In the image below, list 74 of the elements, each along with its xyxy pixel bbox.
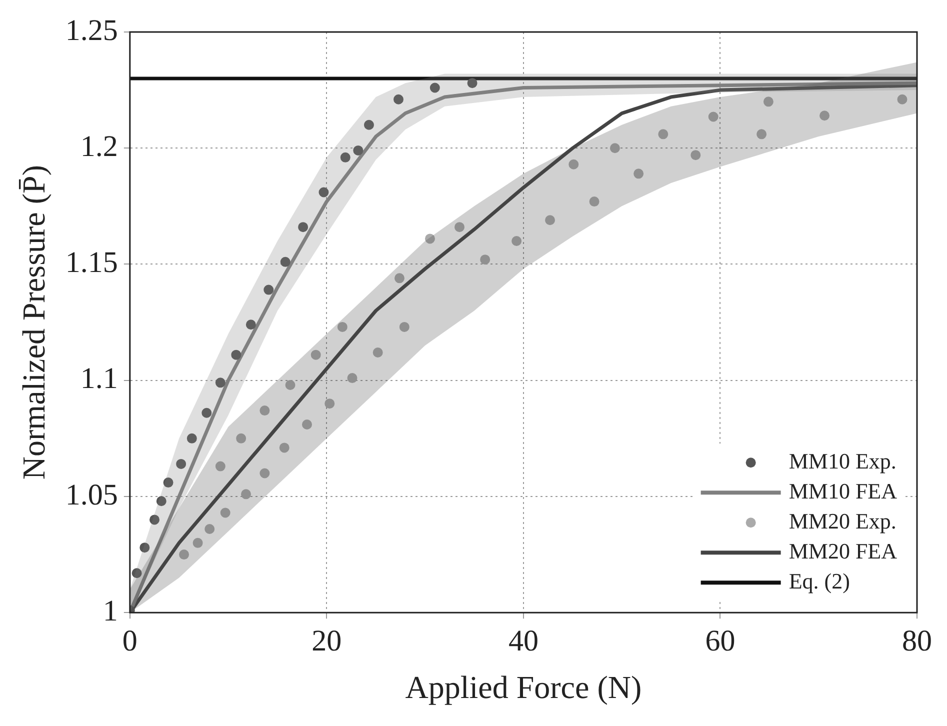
- point: [132, 568, 142, 578]
- point: [658, 129, 668, 140]
- x-tick-label: 60: [705, 624, 736, 658]
- point: [318, 187, 329, 198]
- x-tick-label: 80: [902, 624, 932, 658]
- point: [310, 350, 321, 360]
- point: [163, 478, 174, 488]
- point: [372, 347, 383, 358]
- point: [634, 168, 644, 179]
- point: [690, 150, 701, 160]
- point: [340, 152, 350, 162]
- point: [364, 120, 374, 130]
- x-axis-title: Applied Force (N): [405, 669, 642, 706]
- legend-label: MM10 Exp.: [788, 448, 896, 474]
- y-tick-label: 1: [102, 594, 118, 628]
- point: [241, 489, 251, 500]
- y-tick-label: 1.05: [65, 478, 118, 512]
- y-tick-label: 1.2: [80, 130, 118, 163]
- point: [353, 145, 364, 156]
- point: [610, 143, 620, 154]
- point: [264, 284, 274, 295]
- point: [545, 215, 556, 226]
- point: [430, 82, 440, 93]
- point: [708, 112, 718, 122]
- point: [260, 406, 270, 416]
- point: [179, 550, 190, 560]
- y-axis-title: Normalized Pressure (P̄): [16, 165, 52, 480]
- point: [399, 322, 410, 332]
- point: [220, 508, 230, 518]
- point: [176, 458, 186, 469]
- x-tick-label: 40: [508, 624, 538, 658]
- y-tick-label: 1.15: [65, 246, 118, 280]
- point: [337, 322, 348, 332]
- point: [424, 234, 435, 244]
- point: [467, 78, 478, 88]
- point: [347, 373, 358, 384]
- point: [246, 320, 256, 330]
- point: [236, 433, 246, 444]
- point: [202, 408, 212, 418]
- point: [280, 256, 290, 267]
- point: [260, 468, 270, 478]
- legend-label: MM20 FEA: [788, 538, 898, 564]
- point: [279, 442, 290, 453]
- point: [512, 236, 522, 246]
- point: [204, 524, 215, 534]
- legend-label: MM20 Exp.: [788, 508, 896, 534]
- point: [140, 542, 150, 553]
- point: [763, 96, 774, 107]
- point: [454, 222, 464, 232]
- point: [285, 380, 296, 390]
- point: [302, 419, 312, 430]
- point: [324, 398, 335, 409]
- point: [298, 222, 308, 232]
- y-tick-label: 1.1: [80, 362, 118, 396]
- x-tick-label: 0: [122, 624, 138, 658]
- point: [480, 254, 490, 265]
- point: [568, 159, 579, 170]
- point: [192, 538, 203, 548]
- point: [215, 461, 226, 472]
- legend-label: Eq. (2): [788, 568, 850, 594]
- point: [156, 496, 166, 506]
- point: [215, 378, 226, 388]
- point: [897, 94, 908, 104]
- point: [820, 110, 830, 121]
- legend-label: MM10 FEA: [788, 478, 898, 504]
- point: [589, 196, 600, 207]
- point: [149, 514, 160, 525]
- point: [231, 350, 242, 360]
- x-tick-label: 20: [312, 624, 342, 658]
- point: [394, 273, 404, 284]
- point: [756, 129, 767, 140]
- point: [186, 433, 197, 444]
- y-tick-label: 1.25: [65, 14, 118, 47]
- point: [394, 94, 404, 104]
